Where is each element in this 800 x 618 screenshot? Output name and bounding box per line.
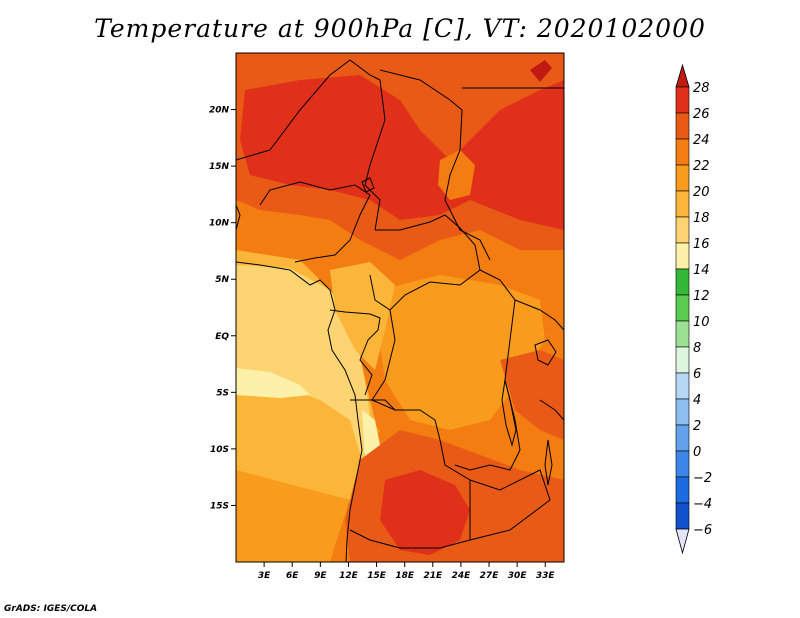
lon-tick-label: 15E xyxy=(367,571,387,581)
border-drc-east xyxy=(454,269,521,471)
colorbar-band xyxy=(675,190,690,218)
field-28-plus-north xyxy=(240,75,564,230)
lat-tick-label: 20N xyxy=(209,106,230,116)
border-niger-chad xyxy=(364,79,386,231)
lon-tick-label: 24E xyxy=(452,571,472,581)
border-angola xyxy=(349,399,471,549)
lat-tick-label: 5N xyxy=(215,275,229,285)
lon-tick-label: 33E xyxy=(536,571,556,581)
colorbar-band xyxy=(675,242,690,270)
colorbar-label: −4 xyxy=(693,497,712,512)
border-mali-niger xyxy=(236,59,381,161)
latitude-ticks: 20N 15N 10N 5N EQ 5S 10S 15S xyxy=(209,106,236,511)
colorbar-band xyxy=(675,476,690,504)
colorbar-band xyxy=(675,164,690,192)
colorbar-band xyxy=(675,294,690,322)
lat-tick-label: EQ xyxy=(215,332,229,342)
lon-tick-label: 30E xyxy=(508,571,528,581)
colorbar-band xyxy=(675,268,690,296)
field-20-22-basin xyxy=(330,262,395,370)
colorbar-band xyxy=(675,450,690,478)
lon-tick-label: 3E xyxy=(258,571,271,581)
border-east-africa xyxy=(514,299,564,421)
colorbar-label: 12 xyxy=(693,289,710,304)
border-zambia xyxy=(469,469,551,541)
colorbar-band xyxy=(675,424,690,452)
lon-tick-label: 9E xyxy=(314,571,327,581)
colorbar-label: −2 xyxy=(693,471,712,486)
lon-tick-label: 12E xyxy=(339,571,359,581)
colorbar-band xyxy=(675,372,690,400)
field-16-18-patch xyxy=(236,368,310,398)
lake-chad xyxy=(361,177,375,193)
temperature-field xyxy=(236,53,564,562)
colorbar-label: 20 xyxy=(693,185,710,200)
lon-tick-label: 27E xyxy=(480,571,500,581)
lake-victoria xyxy=(534,339,557,366)
lat-tick-label: 15S xyxy=(210,501,229,511)
lake-malawi xyxy=(544,439,553,486)
colorbar-label: 26 xyxy=(693,107,710,122)
colorbar-band xyxy=(675,112,690,140)
colorbar-band xyxy=(675,86,690,114)
colorbar-top-arrow xyxy=(675,63,690,88)
chart-title: Temperature at 900hPa [C], VT: 202010200… xyxy=(94,14,706,43)
colorbar-label: 28 xyxy=(693,81,710,96)
lake-tanganyika xyxy=(501,379,517,447)
lat-tick-label: 15N xyxy=(209,162,230,172)
colorbar-bottom-arrow xyxy=(675,528,690,555)
lon-tick-label: 21E xyxy=(423,571,443,581)
colorbar-label: 22 xyxy=(693,159,710,174)
grads-credit: GrADS: IGES/COLA xyxy=(4,604,98,614)
colorbar-label: −6 xyxy=(693,523,712,538)
colorbar-band xyxy=(675,398,690,426)
map-frame xyxy=(235,52,565,563)
country-borders xyxy=(236,59,564,562)
colorbar-label: 8 xyxy=(693,341,701,356)
colorbar-label: 16 xyxy=(693,237,710,252)
lon-tick-label: 6E xyxy=(286,571,299,581)
field-26-28-east xyxy=(500,350,564,440)
colorbar-band xyxy=(675,138,690,166)
border-chad-sudan xyxy=(379,69,491,261)
colorbar-label: 14 xyxy=(693,263,710,278)
colorbar-band xyxy=(675,216,690,244)
border-congo-drc xyxy=(371,309,441,441)
colorbar-label: 18 xyxy=(693,211,710,226)
colorbar-label: 10 xyxy=(693,315,710,330)
colorbar-band xyxy=(675,346,690,374)
border-cameroon-gabon xyxy=(329,309,381,396)
colorbar-band xyxy=(675,502,690,530)
colorbar-label: 0 xyxy=(693,445,701,460)
colorbar-band xyxy=(675,320,690,348)
coastline-west-africa xyxy=(236,204,363,562)
colorbar-label: 2 xyxy=(693,419,701,434)
colorbar-label: 6 xyxy=(693,367,701,382)
lat-tick-label: 5S xyxy=(216,388,229,398)
field-28-plus-ne xyxy=(530,60,552,82)
lat-tick-label: 10N xyxy=(209,219,230,229)
longitude-ticks: 3E 6E 9E 12E 15E 18E 21E 24E 27E 30E 33E xyxy=(258,562,556,581)
field-28-plus-south xyxy=(380,470,470,555)
border-nigeria xyxy=(259,181,371,263)
colorbar-label: 4 xyxy=(693,393,701,408)
lon-tick-label: 18E xyxy=(395,571,415,581)
lat-tick-label: 10S xyxy=(210,445,229,455)
colorbar-label: 24 xyxy=(693,133,710,148)
